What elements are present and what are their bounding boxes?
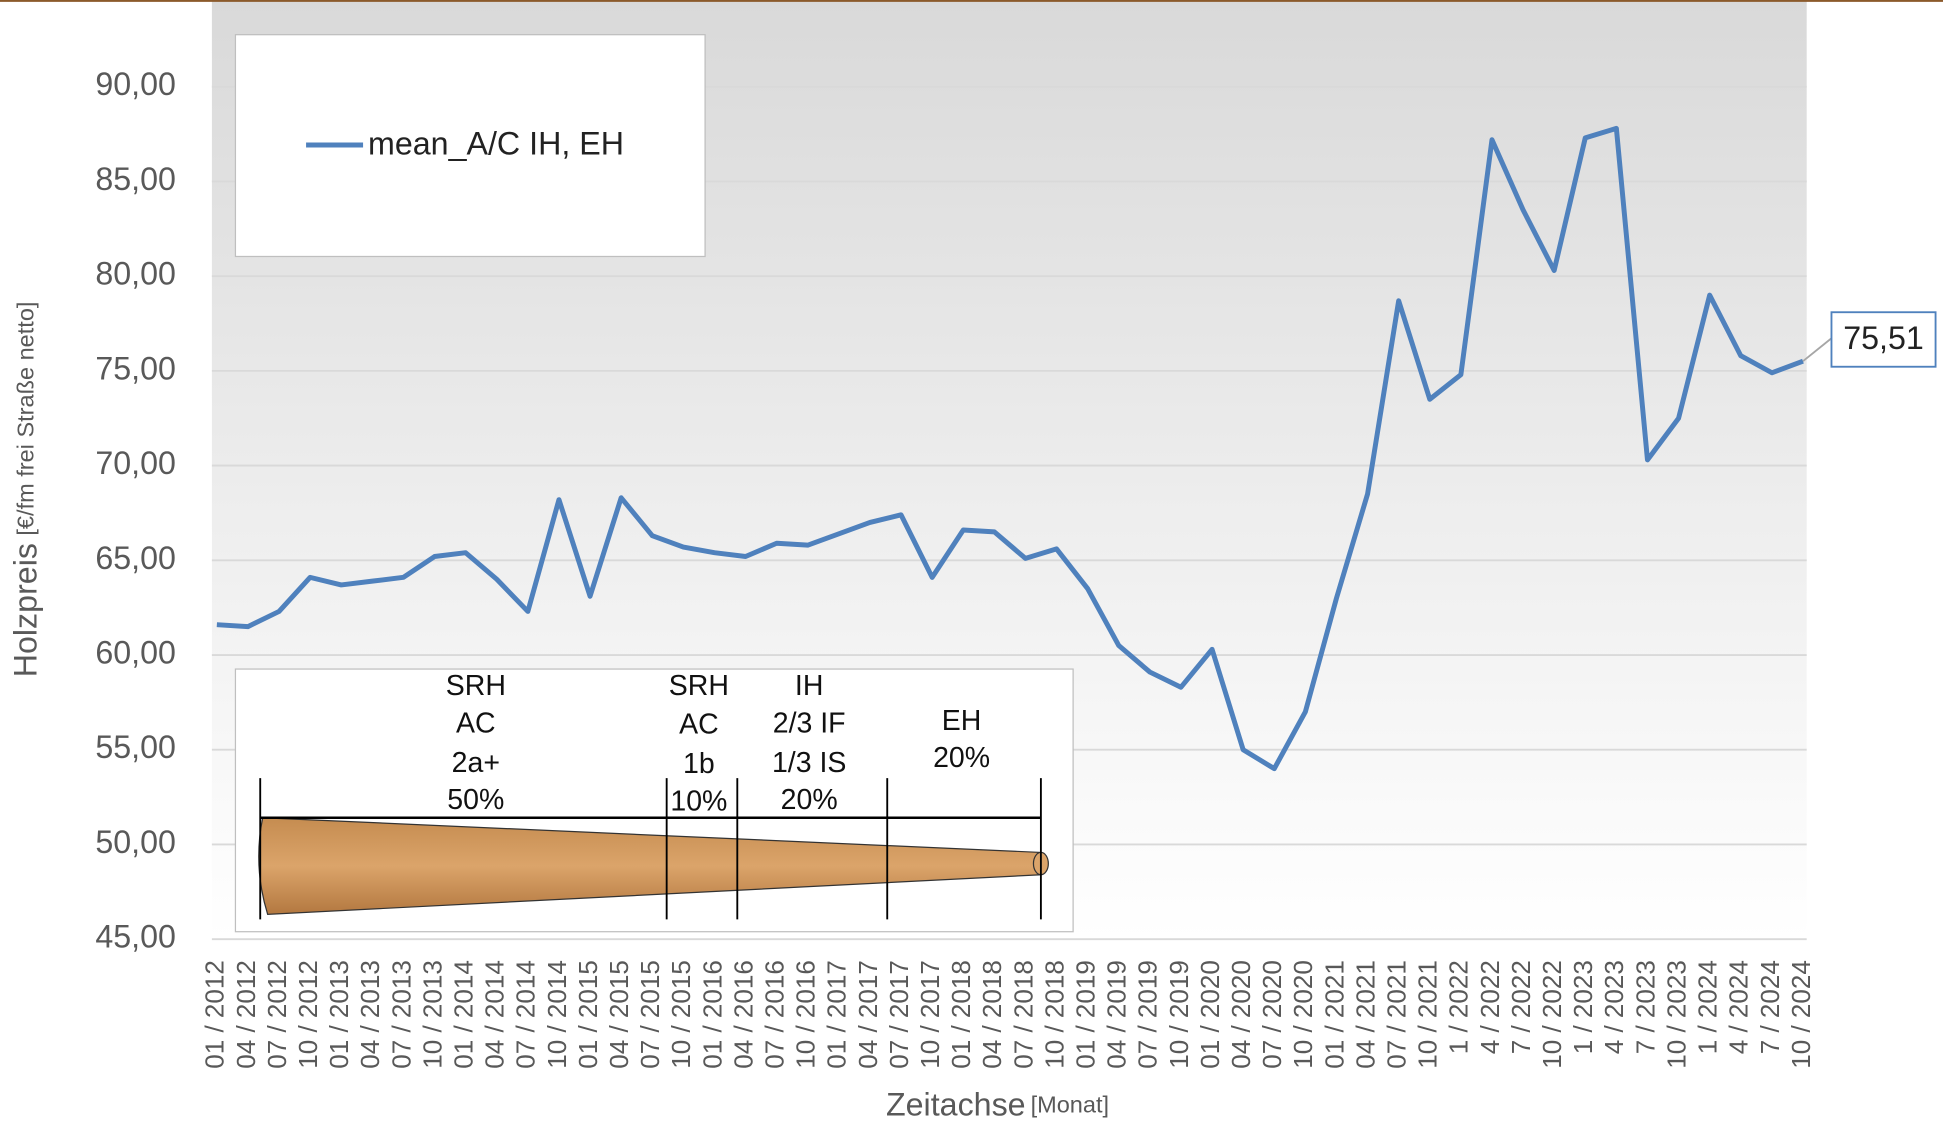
x-tick-label: 04 / 2017	[853, 960, 883, 1068]
x-tick-label: 07 / 2015	[635, 960, 665, 1068]
y-tick-label: 55,00	[95, 729, 176, 765]
x-tick-label: 4 / 2024	[1724, 960, 1754, 1054]
inset-label: AC	[679, 709, 719, 741]
x-tick-label: 10 / 2015	[666, 960, 696, 1068]
data-label: 75,51	[1843, 320, 1924, 356]
x-tick-label: 1 / 2023	[1568, 960, 1598, 1054]
inset-label: EH	[942, 705, 982, 737]
y-tick-label: 70,00	[95, 445, 176, 481]
inset-label: 20%	[933, 742, 990, 774]
inset-label: 20%	[781, 784, 838, 816]
inset-label: 50%	[447, 784, 504, 816]
y-label-unit: [€/fm frei Straße netto]	[12, 302, 38, 536]
x-label-unit: [Monat]	[1031, 1092, 1109, 1118]
x-tick-label: 7 / 2023	[1630, 960, 1660, 1054]
y-tick-label: 45,00	[95, 919, 176, 955]
inset-label: 2/3 IF	[773, 707, 846, 739]
x-axis-title: Zeitachse [Monat]	[886, 1086, 1109, 1122]
x-tick-label: 04 / 2019	[1102, 960, 1132, 1068]
x-tick-label: 04 / 2016	[728, 960, 758, 1068]
y-tick-label: 60,00	[95, 635, 176, 671]
x-label: Zeitachse	[886, 1086, 1026, 1122]
inset-label: 2a+	[452, 747, 500, 779]
x-tick-label: 7 / 2024	[1755, 960, 1785, 1054]
x-tick-label: 10 / 2012	[293, 960, 323, 1068]
x-tick-label: 10 / 2014	[542, 960, 572, 1068]
x-tick-label: 10 / 2017	[915, 960, 945, 1068]
x-tick-label: 10 / 2018	[1039, 960, 1069, 1068]
x-tick-label: 10 / 2021	[1413, 960, 1443, 1068]
x-tick-label: 04 / 2014	[480, 960, 510, 1068]
x-tick-label: 01 / 2018	[946, 960, 976, 1068]
legend-label: mean_A/C IH, EH	[368, 126, 624, 162]
label-box	[1830, 311, 1937, 368]
x-tick-label: 07 / 2012	[262, 960, 292, 1068]
x-tick-label: 07 / 2016	[760, 960, 790, 1068]
x-tick-label: 01 / 2019	[1071, 960, 1101, 1068]
x-tick-label: 7 / 2022	[1506, 960, 1536, 1054]
x-tick-label: 10 / 2016	[791, 960, 821, 1068]
x-tick-label: 04 / 2013	[355, 960, 385, 1068]
y-tick-label: 90,00	[95, 66, 176, 102]
inset-label: SRH	[669, 670, 729, 702]
inset-label: SRH	[446, 670, 506, 702]
x-tick-label: 10 / 2020	[1288, 960, 1318, 1068]
y-axis-title: Holzpreis [€/fm frei Straße netto]	[7, 302, 43, 678]
x-tick-label: 10 / 2024	[1786, 960, 1816, 1068]
inset-label: 1/3 IS	[772, 747, 846, 779]
x-tick-label: 1 / 2024	[1693, 960, 1723, 1054]
x-tick-label: 04 / 2015	[604, 960, 634, 1068]
x-tick-label: 07 / 2018	[1008, 960, 1038, 1068]
x-tick-label: 04 / 2012	[231, 960, 261, 1068]
x-tick-label: 4 / 2023	[1599, 960, 1629, 1054]
x-tick-label: 4 / 2022	[1475, 960, 1505, 1054]
x-tick-label: 1 / 2022	[1444, 960, 1474, 1054]
inset-label: IH	[795, 670, 824, 702]
x-tick-label: 01 / 2016	[697, 960, 727, 1068]
x-tick-label: 01 / 2020	[1195, 960, 1225, 1068]
label-leader	[1802, 337, 1833, 362]
x-tick-label: 07 / 2013	[386, 960, 416, 1068]
x-tick-label: 01 / 2021	[1319, 960, 1349, 1068]
inset-label: AC	[456, 707, 496, 739]
x-tick-label: 07 / 2017	[884, 960, 914, 1068]
inset-label: 10%	[670, 785, 727, 817]
x-tick-label: 01 / 2015	[573, 960, 603, 1068]
x-tick-label: 01 / 2017	[822, 960, 852, 1068]
y-tick-label: 85,00	[95, 161, 176, 197]
x-tick-label: 04 / 2018	[977, 960, 1007, 1068]
x-tick-label: 10 / 2013	[417, 960, 447, 1068]
x-tick-label: 07 / 2014	[511, 960, 541, 1068]
series-line	[216, 125, 1804, 772]
y-tick-label: 50,00	[95, 824, 176, 860]
x-tick-label: 04 / 2021	[1350, 960, 1380, 1068]
y-label: Holzpreis	[7, 543, 43, 677]
x-tick-label: 10 / 2022	[1537, 960, 1567, 1068]
x-tick-label: 01 / 2012	[200, 960, 230, 1068]
inset-label: 1b	[683, 748, 715, 780]
x-tick-label: 04 / 2020	[1226, 960, 1256, 1068]
x-tick-label: 07 / 2019	[1133, 960, 1163, 1068]
x-tick-label: 10 / 2019	[1164, 960, 1194, 1068]
dividers	[259, 778, 1042, 920]
x-tick-label: 07 / 2021	[1382, 960, 1412, 1068]
x-tick-label: 01 / 2014	[449, 960, 479, 1068]
inset: SRH AC 2a+ 50% SRH AC 1b 10% IH 2/3 IF 1/3 IS 20% EH…	[234, 668, 1074, 933]
x-tick-label: 07 / 2020	[1257, 960, 1287, 1068]
y-tick-label: 75,00	[95, 350, 176, 386]
y-tick-label: 65,00	[95, 540, 176, 576]
x-tick-label: 01 / 2013	[324, 960, 354, 1068]
x-tick-label: 10 / 2023	[1661, 960, 1691, 1068]
y-tick-label: 80,00	[95, 256, 176, 292]
